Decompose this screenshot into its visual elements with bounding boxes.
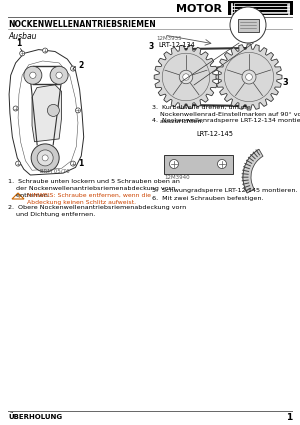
FancyBboxPatch shape <box>238 19 259 31</box>
Polygon shape <box>32 85 62 142</box>
Circle shape <box>56 72 62 78</box>
Text: 3.  Kurbelwelle drehen, um die
    Nockenwellenrad-Einstellmarken auf 90° vor OT: 3. Kurbelwelle drehen, um die Nockenwell… <box>152 105 300 125</box>
Circle shape <box>30 72 36 78</box>
Circle shape <box>13 106 18 111</box>
Circle shape <box>242 70 256 84</box>
Circle shape <box>24 66 42 84</box>
Text: 2: 2 <box>78 61 83 70</box>
FancyBboxPatch shape <box>228 1 293 15</box>
Circle shape <box>169 159 178 168</box>
Circle shape <box>70 66 76 71</box>
Polygon shape <box>216 44 282 110</box>
Circle shape <box>76 108 80 113</box>
Text: NOCKENWELLENANTRIEBSRIEMEN: NOCKENWELLENANTRIEBSRIEMEN <box>8 20 156 29</box>
Text: ÜBERHOLUNG: ÜBERHOLUNG <box>8 413 62 420</box>
Text: 3: 3 <box>149 42 154 51</box>
Text: 1: 1 <box>78 159 83 168</box>
Circle shape <box>47 105 59 116</box>
Circle shape <box>246 74 252 80</box>
Circle shape <box>50 66 68 84</box>
Circle shape <box>37 150 53 166</box>
Text: Ausbau: Ausbau <box>8 32 37 41</box>
Polygon shape <box>154 45 218 109</box>
Circle shape <box>70 161 76 166</box>
Text: 12M3940: 12M3940 <box>164 175 190 180</box>
Text: 6.  Mit zwei Schrauben befestigen.: 6. Mit zwei Schrauben befestigen. <box>152 196 263 201</box>
Text: 12M3935: 12M3935 <box>156 36 182 41</box>
Circle shape <box>183 74 189 80</box>
Text: 1: 1 <box>286 413 292 422</box>
Circle shape <box>16 161 21 166</box>
Text: LRT-12-145: LRT-12-145 <box>196 131 233 137</box>
Text: 3: 3 <box>282 77 288 87</box>
Text: 2.  Obere Nockenwellenantriebsriemenabdeckung vorn
    und Dichtung entfernen.: 2. Obere Nockenwellenantriebsriemenabdec… <box>8 205 186 217</box>
Text: 1.  Schraube unten lockern und 5 Schrauben oben an
    der Nockenwellenantriebsr: 1. Schraube unten lockern und 5 Schraube… <box>8 179 180 198</box>
Text: 1: 1 <box>16 39 22 48</box>
FancyBboxPatch shape <box>164 155 232 173</box>
Text: LRT-12-134: LRT-12-134 <box>158 42 195 48</box>
Circle shape <box>218 159 226 168</box>
Text: 5.  Schwungradsperre LRT-12-145 montieren.: 5. Schwungradsperre LRT-12-145 montieren… <box>152 188 298 193</box>
Text: 4.  Nockenwellenradsperre LRT-12-134 montieren.: 4. Nockenwellenradsperre LRT-12-134 mont… <box>152 118 300 123</box>
Circle shape <box>43 48 48 53</box>
Wedge shape <box>243 149 263 193</box>
Text: HINWEIS: Schraube entfernen, wenn die
Abdeckung keinen Schlitz aufweist.: HINWEIS: Schraube entfernen, wenn die Ab… <box>27 193 151 204</box>
Circle shape <box>42 155 48 161</box>
Circle shape <box>179 70 193 84</box>
Text: BRM 05/76: BRM 05/76 <box>40 168 70 173</box>
Text: !: ! <box>17 193 19 198</box>
Circle shape <box>31 144 59 172</box>
Circle shape <box>230 7 266 43</box>
Circle shape <box>20 51 25 56</box>
Text: MOTOR: MOTOR <box>176 4 222 14</box>
